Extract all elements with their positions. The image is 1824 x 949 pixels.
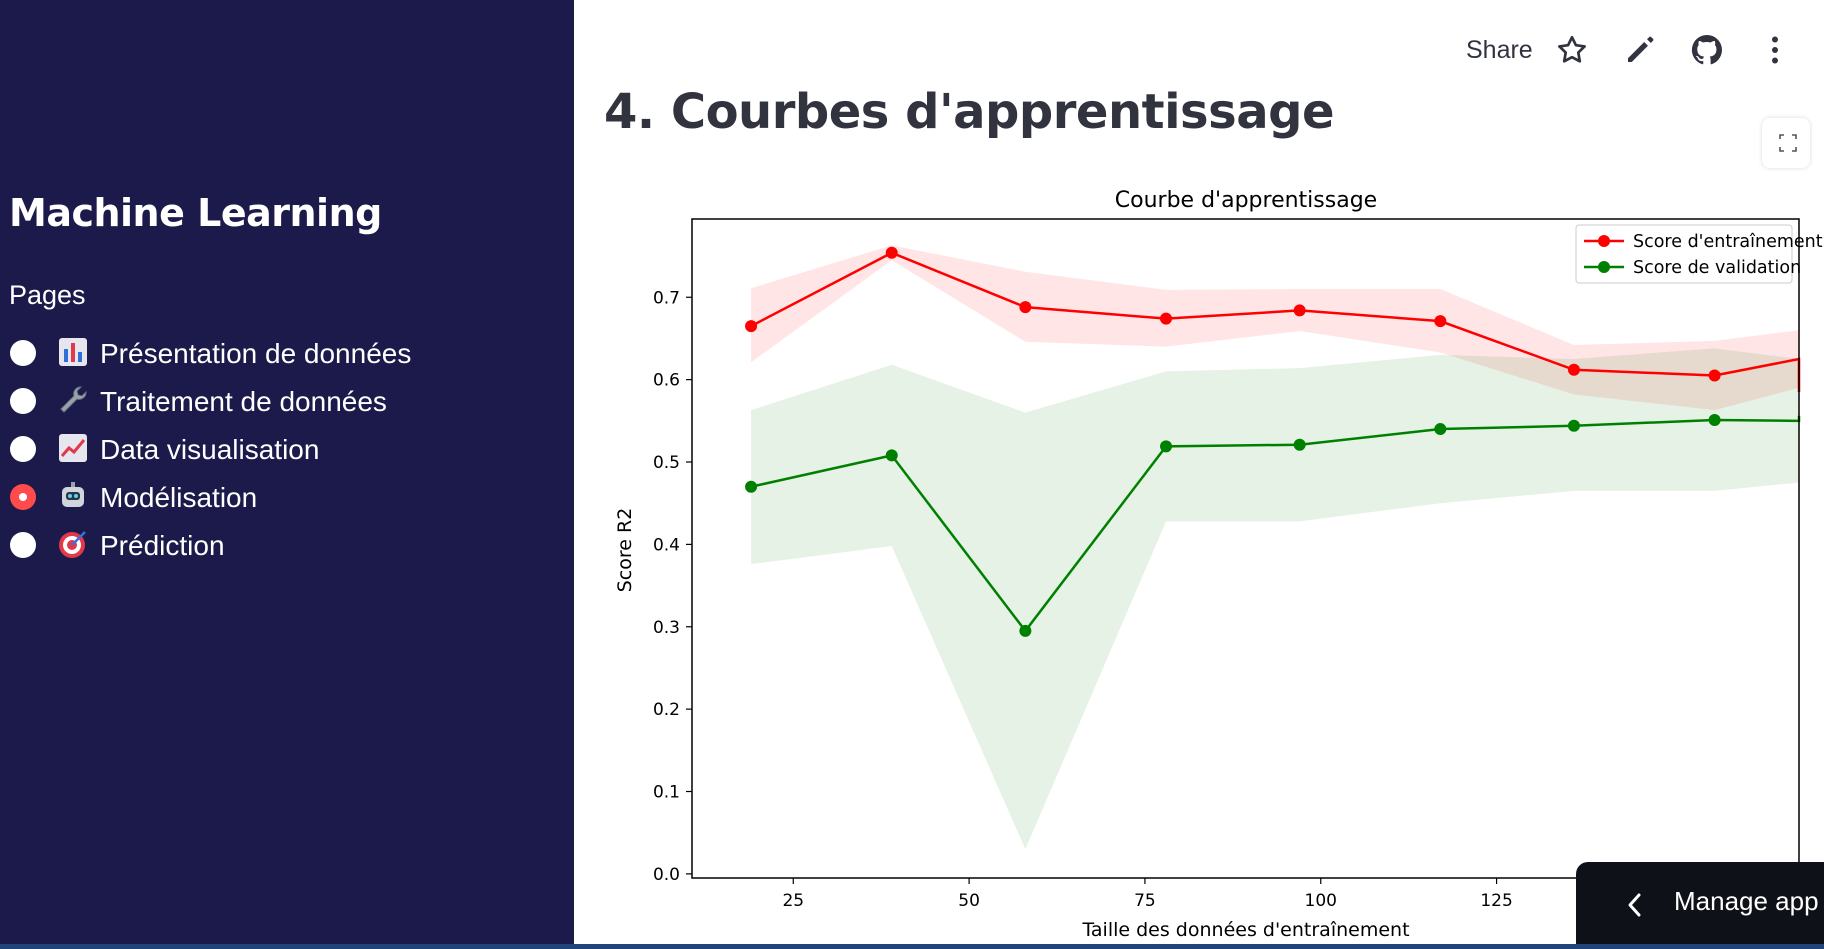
- y-tick-label: 0.3: [653, 618, 680, 638]
- app-toolbar: Share: [1404, 26, 1824, 74]
- confidence-bands: [751, 245, 1799, 850]
- learning-curve-chart: Courbe d'apprentissage 255075100125150 0…: [614, 188, 1823, 941]
- data-point: [745, 320, 758, 333]
- y-axis-label: Score R2: [614, 508, 636, 593]
- chart-title: Courbe d'apprentissage: [1115, 188, 1377, 213]
- nav-item-traitement-donnees[interactable]: Traitement de données: [10, 380, 530, 428]
- nav-item-modelisation[interactable]: Modélisation: [10, 476, 530, 524]
- x-tick-label: 50: [958, 891, 980, 911]
- data-point: [885, 246, 898, 259]
- data-point: [1708, 413, 1721, 426]
- y-tick-label: 0.4: [653, 535, 680, 555]
- radio-button[interactable]: [10, 340, 36, 366]
- legend-box: [1575, 224, 1793, 284]
- radio-button[interactable]: [10, 436, 36, 462]
- nav-item-label: Présentation de données: [100, 338, 412, 369]
- nav-item-presentation-donnees[interactable]: Présentation de données: [10, 332, 530, 380]
- x-tick-label: 100: [1305, 891, 1337, 911]
- target-icon: [59, 531, 86, 558]
- edit-icon[interactable]: [1622, 32, 1658, 68]
- data-point: [1708, 369, 1721, 382]
- page-nav: Présentation de données Traitement de do…: [10, 332, 530, 572]
- x-axis-label: Taille des données d'entraînement: [1081, 919, 1409, 941]
- fullscreen-icon: [1779, 134, 1797, 152]
- y-axis-ticks: 0.0 0.1 0.2 0.3 0.4 0.5 0.6 0.7: [653, 288, 692, 885]
- data-point: [1567, 363, 1580, 376]
- sidebar-title: Machine Learning: [9, 191, 382, 235]
- data-point: [745, 480, 758, 493]
- data-point: [1160, 440, 1173, 453]
- legend-label: Score d'entraînement: [1633, 232, 1823, 252]
- github-icon[interactable]: [1689, 32, 1725, 68]
- y-tick-label: 0.6: [653, 371, 680, 391]
- chevron-left-icon: [1628, 893, 1641, 917]
- data-point: [1434, 315, 1447, 328]
- chart-legend: Score d'entraînement Score de validation: [1575, 224, 1823, 284]
- nav-item-data-visualisation[interactable]: Data visualisation: [10, 428, 530, 476]
- more-icon[interactable]: [1757, 32, 1793, 68]
- data-point: [1019, 301, 1032, 314]
- y-tick-label: 0.1: [653, 783, 680, 803]
- data-point: [885, 449, 898, 462]
- wrench-icon: [60, 386, 87, 413]
- legend-swatch-marker: [1598, 261, 1610, 273]
- data-point: [1567, 419, 1580, 432]
- y-tick-label: 0.5: [653, 453, 680, 473]
- series-line-1: [750, 415, 1801, 633]
- confidence-band-1: [751, 348, 1799, 850]
- page-title: 4. Courbes d'apprentissage: [604, 84, 1335, 140]
- series-markers: [745, 246, 1721, 637]
- y-tick-label: 0.0: [653, 865, 680, 885]
- radio-button[interactable]: [10, 532, 36, 558]
- data-point: [1434, 423, 1447, 436]
- series-line-0: [750, 251, 1801, 392]
- data-point: [1019, 624, 1032, 637]
- legend-label: Score de validation: [1633, 258, 1801, 278]
- share-button[interactable]: Share: [1466, 36, 1533, 64]
- nav-item-label: Prédiction: [100, 530, 225, 561]
- manage-app-label: Manage app: [1674, 886, 1819, 916]
- confidence-band-0: [751, 245, 1799, 411]
- y-tick-label: 0.2: [653, 700, 680, 720]
- x-axis-ticks: 255075100125150: [782, 878, 1689, 911]
- x-tick-label: 75: [1134, 891, 1156, 911]
- sidebar: Machine Learning Pages Présentation de d…: [0, 0, 574, 949]
- bottom-border: [0, 944, 1824, 949]
- nav-item-prediction[interactable]: Prédiction: [10, 524, 530, 572]
- robot-icon: [62, 482, 84, 507]
- legend-swatch-marker: [1598, 235, 1610, 247]
- y-tick-label: 0.7: [653, 288, 680, 308]
- x-tick-label: 125: [1480, 891, 1512, 911]
- bar-chart-icon: [59, 338, 87, 366]
- pages-label: Pages: [9, 280, 86, 310]
- series-lines: [750, 251, 1801, 633]
- manage-app-button[interactable]: Manage app: [1576, 862, 1824, 949]
- nav-item-label: Traitement de données: [100, 386, 387, 417]
- radio-button-selected[interactable]: [10, 484, 36, 510]
- chart-increasing-icon: [59, 434, 87, 462]
- main-content: Share 4. Courbes d'apprentissage Courbe …: [574, 0, 1824, 949]
- data-point: [1293, 438, 1306, 451]
- data-point: [1160, 312, 1173, 325]
- fullscreen-button[interactable]: [1762, 118, 1810, 168]
- radio-button[interactable]: [10, 388, 36, 414]
- star-icon[interactable]: [1554, 32, 1590, 68]
- nav-item-label: Modélisation: [100, 482, 258, 513]
- plot-area-frame: [691, 218, 1800, 879]
- data-point: [1293, 304, 1306, 317]
- x-tick-label: 25: [782, 891, 804, 911]
- nav-item-label: Data visualisation: [100, 434, 320, 465]
